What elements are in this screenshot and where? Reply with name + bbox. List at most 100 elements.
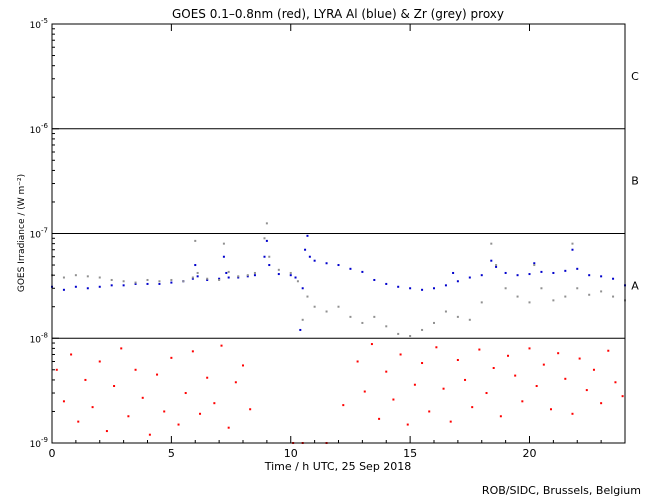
data-point	[141, 396, 144, 399]
data-point	[571, 242, 574, 245]
chart-title: GOES 0.1–0.8nm (red), LYRA Al (blue) & Z…	[172, 7, 504, 21]
data-point	[578, 357, 581, 360]
data-point	[213, 402, 216, 405]
data-point	[349, 267, 352, 270]
data-point	[191, 277, 194, 280]
data-point	[263, 237, 266, 240]
x-axis-ticks: 0 5 10 15 20	[49, 24, 602, 460]
data-point	[163, 410, 166, 413]
data-point	[528, 301, 531, 304]
data-point	[468, 318, 471, 321]
data-point	[170, 278, 173, 281]
data-point	[237, 276, 240, 279]
data-point	[495, 265, 498, 268]
data-point	[218, 278, 221, 281]
data-point	[528, 347, 531, 350]
data-point	[84, 378, 87, 381]
data-point	[306, 234, 309, 237]
data-point	[110, 278, 113, 281]
data-point	[158, 282, 161, 285]
data-point	[456, 280, 459, 283]
y-tick-label: 10-6	[30, 122, 49, 136]
x-tick-label: 15	[403, 447, 417, 460]
data-point	[110, 284, 113, 287]
data-point	[552, 271, 555, 274]
data-point	[456, 315, 459, 318]
data-point	[55, 368, 58, 371]
data-point	[444, 310, 447, 313]
data-point	[184, 392, 187, 395]
data-point	[98, 276, 101, 279]
data-point	[542, 363, 545, 366]
data-point	[62, 400, 65, 403]
data-point	[349, 315, 352, 318]
data-point	[263, 255, 266, 258]
data-point	[585, 389, 588, 392]
data-point	[421, 362, 424, 365]
data-point	[557, 352, 560, 355]
data-point	[86, 287, 89, 290]
data-point	[504, 271, 507, 274]
data-point	[600, 402, 603, 405]
x-tick-label: 5	[168, 447, 175, 460]
data-point	[237, 275, 240, 278]
data-point	[337, 305, 340, 308]
y-tick-label: 10-8	[30, 331, 48, 345]
data-point	[196, 271, 199, 274]
data-point	[413, 383, 416, 386]
data-point	[442, 387, 445, 390]
data-point	[516, 274, 519, 277]
data-point	[199, 412, 202, 415]
data-point	[105, 430, 108, 433]
data-point	[253, 271, 256, 274]
data-point	[471, 406, 474, 409]
data-point	[277, 268, 280, 271]
data-point	[98, 285, 101, 288]
data-point	[227, 276, 230, 279]
data-point	[74, 274, 77, 277]
data-point	[122, 280, 125, 283]
data-point	[225, 271, 228, 274]
data-point	[268, 264, 271, 267]
series-1	[51, 234, 626, 331]
data-point	[220, 344, 223, 347]
data-point	[600, 275, 603, 278]
data-point	[191, 276, 194, 279]
data-point	[612, 295, 615, 298]
data-point	[134, 282, 137, 285]
data-point	[540, 270, 543, 273]
data-point	[120, 347, 123, 350]
y-tick-label: 10-5	[30, 17, 48, 31]
data-point	[552, 299, 555, 302]
series-0	[55, 343, 624, 444]
data-point	[301, 287, 304, 290]
data-point	[127, 415, 130, 418]
data-point	[134, 368, 137, 371]
data-point	[571, 412, 574, 415]
data-point	[492, 366, 495, 369]
x-tick-label: 20	[523, 447, 537, 460]
data-point	[218, 277, 221, 280]
data-point	[113, 385, 116, 388]
data-point	[378, 417, 381, 420]
data-point	[146, 282, 149, 285]
data-point	[397, 332, 400, 335]
data-point	[77, 420, 80, 423]
data-point	[98, 360, 101, 363]
data-point	[134, 281, 137, 284]
data-point	[528, 273, 531, 276]
data-point	[70, 353, 73, 356]
data-point	[409, 335, 412, 338]
data-point	[614, 381, 617, 384]
data-point	[449, 420, 452, 423]
data-point	[549, 408, 552, 411]
data-point	[313, 305, 316, 308]
x-axis-label: Time / h UTC, 25 Sep 2018	[264, 460, 412, 473]
data-point	[289, 274, 292, 277]
data-point	[480, 274, 483, 277]
data-point	[535, 385, 538, 388]
flare-class-label: C	[631, 70, 639, 83]
data-point	[148, 433, 151, 436]
data-point	[373, 278, 376, 281]
